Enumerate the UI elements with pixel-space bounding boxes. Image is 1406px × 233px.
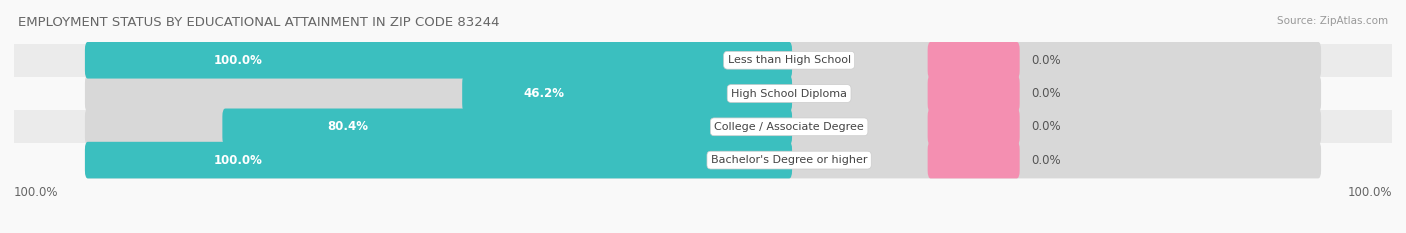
Text: 0.0%: 0.0% [1032,120,1062,133]
FancyBboxPatch shape [84,142,1322,178]
Text: 100.0%: 100.0% [214,54,263,67]
FancyBboxPatch shape [84,42,792,79]
FancyBboxPatch shape [928,142,1019,178]
FancyBboxPatch shape [84,142,792,178]
Text: EMPLOYMENT STATUS BY EDUCATIONAL ATTAINMENT IN ZIP CODE 83244: EMPLOYMENT STATUS BY EDUCATIONAL ATTAINM… [18,16,499,29]
FancyBboxPatch shape [928,42,1019,79]
Text: Source: ZipAtlas.com: Source: ZipAtlas.com [1277,16,1388,26]
FancyBboxPatch shape [463,75,792,112]
Bar [14,110,1392,144]
Text: 46.2%: 46.2% [523,87,564,100]
FancyBboxPatch shape [928,109,1019,145]
Text: Less than High School: Less than High School [727,55,851,65]
FancyBboxPatch shape [222,109,792,145]
Bar [14,44,1392,77]
FancyBboxPatch shape [928,75,1019,112]
Text: 0.0%: 0.0% [1032,87,1062,100]
FancyBboxPatch shape [84,42,1322,79]
Text: 80.4%: 80.4% [326,120,368,133]
Text: High School Diploma: High School Diploma [731,89,848,99]
Text: College / Associate Degree: College / Associate Degree [714,122,865,132]
Text: Bachelor's Degree or higher: Bachelor's Degree or higher [711,155,868,165]
Text: 100.0%: 100.0% [1347,186,1392,199]
Text: 100.0%: 100.0% [214,154,263,167]
FancyBboxPatch shape [84,109,1322,145]
FancyBboxPatch shape [84,75,1322,112]
Text: 100.0%: 100.0% [14,186,59,199]
Bar [14,144,1392,177]
Text: 0.0%: 0.0% [1032,54,1062,67]
Text: 0.0%: 0.0% [1032,154,1062,167]
Legend: In Labor Force, Unemployed: In Labor Force, Unemployed [598,230,808,233]
Bar [14,77,1392,110]
